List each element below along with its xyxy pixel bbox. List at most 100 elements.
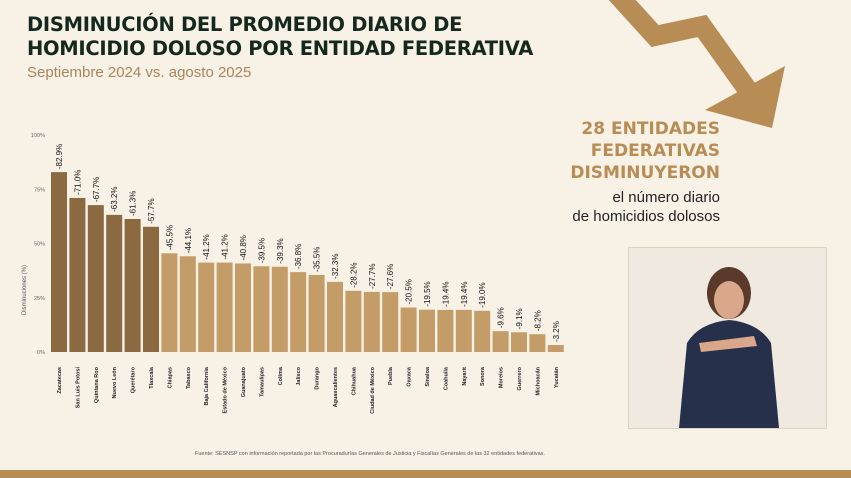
y-tick-label: 100% [31, 133, 45, 139]
bar-value-label: -61.3% [129, 191, 138, 216]
category-label: Coahuila [443, 366, 449, 390]
interpreter-figure [679, 267, 779, 428]
bar-value-label: -27.7% [368, 264, 377, 289]
bar [198, 262, 215, 352]
bar [345, 290, 362, 352]
bar-value-label: -8.2% [533, 310, 542, 331]
bar-value-label: -39.5% [257, 238, 266, 263]
bar-value-label: -19.4% [460, 282, 469, 307]
bar [474, 310, 491, 352]
category-label: Oaxaca [407, 366, 413, 387]
category-label: Zacatecas [57, 367, 63, 394]
bar-value-label: -9.1% [515, 308, 524, 329]
category-label: Baja California [204, 366, 210, 405]
category-label: Sonora [480, 366, 486, 386]
subtitle: Septiembre 2024 vs. agosto 2025 [27, 64, 252, 81]
category-label: Querétaro [131, 366, 137, 393]
y-tick-label: 25% [34, 296, 45, 302]
bar-value-label: -36.8% [294, 244, 303, 269]
category-label: San Luis Potosí [75, 367, 81, 409]
bar [69, 197, 86, 352]
bar [124, 218, 141, 352]
bar [400, 307, 417, 352]
category-label: Yucatán [554, 366, 560, 388]
bar-value-label: -32.3% [331, 254, 340, 279]
callout-headline: 28 ENTIDADES FEDERATIVAS DISMINUYERON [540, 118, 720, 184]
category-label: Chihuahua [351, 366, 357, 395]
bar [492, 331, 509, 352]
bar [216, 262, 233, 352]
bar-value-label: -44.1% [184, 228, 193, 253]
callout-line-4: el número diario [612, 189, 720, 206]
category-label: Tamaulipas [259, 367, 265, 397]
bar [253, 266, 270, 352]
bar [437, 309, 454, 352]
category-label: Michoacán [535, 366, 541, 395]
sign-language-interpreter-video [628, 247, 827, 429]
bar [51, 172, 67, 352]
y-tick-label: 75% [34, 187, 45, 193]
callout-line-1: 28 ENTIDADES [581, 119, 720, 139]
bar-value-label: -19.4% [441, 282, 450, 307]
category-label: Sinaloa [425, 366, 431, 387]
bar-value-label: -35.5% [313, 247, 322, 272]
y-tick-label: 0% [37, 350, 45, 356]
bar [511, 332, 527, 352]
category-label: Tlaxcala [149, 366, 155, 389]
category-label: Guanajuato [241, 366, 247, 397]
title-line-1: DISMINUCIÓN DEL PROMEDIO DIARIO DE [27, 13, 463, 36]
bar-value-label: -82.9% [55, 144, 64, 169]
category-label: Chiapas [167, 367, 173, 388]
bar [529, 334, 546, 352]
bar [419, 309, 435, 352]
footer-bar [0, 470, 851, 478]
bar-value-label: -39.3% [276, 238, 285, 263]
callout-line-5: de homicidios dolosos [572, 208, 720, 225]
down-arrow-icon [608, 0, 785, 128]
category-label: Aguascalientes [333, 367, 339, 407]
title-line-2: HOMICIDIO DOLOSO POR ENTIDAD FEDERATIVA [27, 37, 533, 60]
bar-value-label: -27.6% [386, 264, 395, 289]
callout-line-3: DISMINUYERON [570, 163, 720, 183]
y-axis-label: Disminuciones (%) [22, 265, 28, 315]
category-label: Morelos [499, 367, 505, 388]
bar [363, 291, 380, 352]
category-label: Nuevo León [112, 366, 118, 398]
category-label: Nayarit [462, 367, 468, 386]
bar-value-label: -40.8% [239, 235, 248, 260]
bar-value-label: -3.2% [552, 321, 561, 342]
bar [455, 309, 472, 352]
bar [143, 226, 159, 352]
bar [271, 266, 288, 352]
bar [290, 272, 307, 352]
bar [87, 205, 104, 352]
category-label: Puebla [388, 366, 394, 385]
y-tick-label: 50% [34, 242, 45, 248]
bar-value-label: -20.5% [405, 279, 414, 304]
bar-value-label: -45.5% [165, 225, 174, 250]
category-label: Ciudad de México [370, 366, 376, 413]
category-label: Estado de México [223, 366, 229, 413]
bar [161, 253, 178, 352]
bar-value-label: -63.2% [110, 186, 119, 211]
bar-value-label: -41.2% [221, 234, 230, 259]
bar-value-label: -57.7% [147, 198, 156, 223]
category-label: Jalisco [296, 366, 302, 385]
category-label: Tabasco [186, 366, 192, 389]
bar [327, 281, 343, 352]
bar [179, 256, 196, 352]
bar [382, 292, 399, 352]
bar-value-label: -41.2% [202, 234, 211, 259]
bar [106, 214, 123, 352]
page-title: DISMINUCIÓN DEL PROMEDIO DIARIO DE HOMIC… [27, 13, 533, 61]
bar-value-label: -19.0% [478, 282, 487, 307]
bar [308, 274, 325, 352]
category-label: Guerrero [517, 366, 523, 390]
callout-line-2: FEDERATIVAS [590, 141, 720, 161]
bar [547, 345, 564, 352]
callout-subtext: el número diario de homicidios dolosos [520, 188, 720, 226]
bar-value-label: -71.0% [73, 170, 82, 195]
bar [235, 263, 251, 352]
bar-value-label: -9.6% [497, 307, 506, 328]
